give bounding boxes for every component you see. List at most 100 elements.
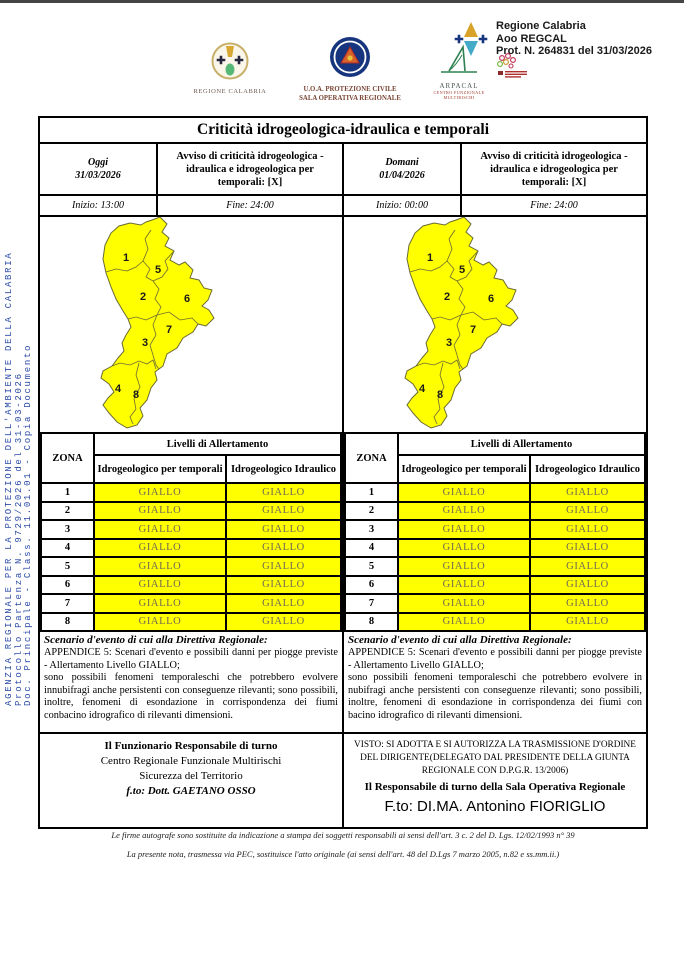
alert-level-cell: GIALLO <box>225 482 342 503</box>
alert-level-cell: GIALLO <box>529 482 646 503</box>
table-row: 5 GIALLO GIALLO <box>344 556 646 577</box>
calabria-map-tomorrow: 1 5 2 6 7 3 4 8 <box>404 217 519 429</box>
alert-level-cell: GIALLO <box>397 519 531 540</box>
levels-header: Livelli di Allertamento <box>93 432 342 456</box>
regione-calabria-emblem-icon <box>211 42 249 80</box>
map-zone-label: 6 <box>488 293 494 305</box>
regione-calabria-caption: REGIONE CALABRIA <box>193 88 267 95</box>
visto-text: VISTO: SI ADOTTA E SI AUTORIZZA LA TRASM… <box>354 740 636 776</box>
today-avviso-cell: Avviso di criticità idrogeologica - idra… <box>176 150 324 188</box>
table-row: 3 GIALLO GIALLO <box>344 519 646 540</box>
alert-level-cell: GIALLO <box>529 593 646 614</box>
signature-left: Il Funzionario Responsabile di turno Cen… <box>40 734 342 827</box>
alert-level-cell: GIALLO <box>93 556 227 577</box>
table-row: 8 GIALLO GIALLO <box>344 611 646 632</box>
protezione-civile-logo: U.O.A. PROTEZIONE CIVILE SALA OPERATIVA … <box>298 36 402 103</box>
table-row: 6 GIALLO GIALLO <box>344 574 646 595</box>
footer-note-1: Le firme autografe sono sostituite da in… <box>111 830 575 840</box>
alert-level-cell: GIALLO <box>529 574 646 595</box>
table-row: 1 GIALLO GIALLO <box>40 482 342 503</box>
alert-level-cell: GIALLO <box>397 500 531 521</box>
alert-level-cell: GIALLO <box>225 537 342 558</box>
today-column: Oggi 31/03/2026 Avviso di criticità idro… <box>40 144 344 827</box>
col-temporali-header: Idrogeologico per temporali <box>93 454 227 484</box>
alert-level-cell: GIALLO <box>93 537 227 558</box>
protezione-civile-emblem-icon <box>330 37 370 77</box>
map-zone-label: 7 <box>166 324 172 336</box>
signature-right: VISTO: SI ADOTTA E SI AUTORIZZA LA TRASM… <box>344 734 646 827</box>
calabria-stamp-emblem-icon <box>454 22 488 56</box>
bulletin-table: Criticità idrogeologica-idraulica e temp… <box>38 116 648 829</box>
tomorrow-column: Domani 01/04/2026 Avviso di criticità id… <box>344 144 646 827</box>
alert-level-cell: GIALLO <box>93 482 227 503</box>
scenario-body: APPENDICE 5: Scenari d'evento e possibil… <box>44 647 338 721</box>
map-zone-label: 2 <box>140 291 146 303</box>
table-row: 5 GIALLO GIALLO <box>40 556 342 577</box>
tomorrow-date-cell: Domani 01/04/2026 <box>344 144 462 194</box>
multirischi-molecule-icon <box>492 52 532 87</box>
alert-level-cell: GIALLO <box>225 519 342 540</box>
alert-level-cell: GIALLO <box>529 611 646 632</box>
alert-table-today: ZONA Livelli di Allertamento Idrogeologi… <box>40 432 342 632</box>
protezione-civile-caption: U.O.A. PROTEZIONE CIVILE SALA OPERATIVA … <box>299 86 401 102</box>
footer-note-2: La presente nota, trasmessa via PEC, sos… <box>126 849 560 859</box>
scenario-heading: Scenario d'evento di cui alla Direttiva … <box>44 634 268 646</box>
scenario-tomorrow: Scenario d'evento di cui alla Direttiva … <box>344 632 646 734</box>
table-row: 7 GIALLO GIALLO <box>344 593 646 614</box>
calabria-map-today: 1 5 2 6 7 3 4 8 <box>100 217 215 429</box>
today-map-cell: 1 5 2 6 7 3 4 8 <box>40 217 342 432</box>
alert-level-cell: GIALLO <box>397 611 531 632</box>
zona-header: ZONA <box>344 432 399 484</box>
scenario-body: APPENDICE 5: Scenari d'evento e possibil… <box>348 647 642 721</box>
alert-level-cell: GIALLO <box>397 537 531 558</box>
col-idraulico-header: Idrogeologico Idraulico <box>529 454 646 484</box>
map-zone-label: 5 <box>155 264 161 276</box>
tomorrow-fine: Fine: 24:00 <box>530 200 578 211</box>
table-row: 2 GIALLO GIALLO <box>344 500 646 521</box>
map-zone-label: 3 <box>446 337 452 349</box>
alert-level-cell: GIALLO <box>529 537 646 558</box>
map-zone-label: 6 <box>184 293 190 305</box>
alert-level-cell: GIALLO <box>397 574 531 595</box>
map-zone-label: 2 <box>444 291 450 303</box>
side-stamp-line3: Doc. Principale - Class. 11.01.01 - Copi… <box>23 343 33 706</box>
stamp-line3: Prot. N. 264831 del 31/03/2026 <box>496 45 652 57</box>
map-zone-label: 8 <box>437 389 443 401</box>
alert-table-tomorrow: ZONA Livelli di Allertamento Idrogeologi… <box>344 432 646 632</box>
arpacal-subcaption: CENTRO FUNZIONALE MULTIRISCHI <box>433 90 485 100</box>
protocol-stamp: Regione Calabria Aoo REGCAL Prot. N. 264… <box>452 20 652 58</box>
today-date-cell: Oggi 31/03/2026 <box>40 144 158 194</box>
arpacal-logo: ARPACAL CENTRO FUNZIONALE MULTIRISCHI <box>420 44 498 100</box>
alert-level-cell: GIALLO <box>397 593 531 614</box>
scenario-heading: Scenario d'evento di cui alla Direttiva … <box>348 634 572 646</box>
alert-level-cell: GIALLO <box>225 556 342 577</box>
alert-level-cell: GIALLO <box>397 482 531 503</box>
levels-header: Livelli di Allertamento <box>397 432 646 456</box>
table-row: 3 GIALLO GIALLO <box>40 519 342 540</box>
tomorrow-map-cell: 1 5 2 6 7 3 4 8 <box>344 217 646 432</box>
regione-calabria-logo: REGIONE CALABRIA <box>192 42 268 95</box>
table-row: 4 GIALLO GIALLO <box>344 537 646 558</box>
col-temporali-header: Idrogeologico per temporali <box>397 454 531 484</box>
map-zone-label: 4 <box>419 383 426 395</box>
alert-level-cell: GIALLO <box>529 519 646 540</box>
alert-level-cell: GIALLO <box>93 519 227 540</box>
stamp-line1: Regione Calabria <box>496 20 586 32</box>
alert-level-cell: GIALLO <box>93 611 227 632</box>
table-row: 6 GIALLO GIALLO <box>40 574 342 595</box>
table-row: 8 GIALLO GIALLO <box>40 611 342 632</box>
map-zone-label: 3 <box>142 337 148 349</box>
alert-level-cell: GIALLO <box>225 574 342 595</box>
scan-edge-artifact <box>0 0 684 3</box>
tomorrow-avviso-cell: Avviso di criticità idrogeologica - idra… <box>480 150 628 188</box>
map-zone-label: 7 <box>470 324 476 336</box>
alert-level-cell: GIALLO <box>93 500 227 521</box>
map-zone-label: 1 <box>123 252 129 264</box>
scenario-today: Scenario d'evento di cui alla Direttiva … <box>40 632 342 734</box>
map-zone-label: 1 <box>427 252 433 264</box>
protocol-stamp-text: Regione Calabria Aoo REGCAL Prot. N. 264… <box>496 20 652 58</box>
alert-level-cell: GIALLO <box>397 556 531 577</box>
today-inizio: Inizio: 13:00 <box>40 196 158 215</box>
alert-level-cell: GIALLO <box>93 574 227 595</box>
